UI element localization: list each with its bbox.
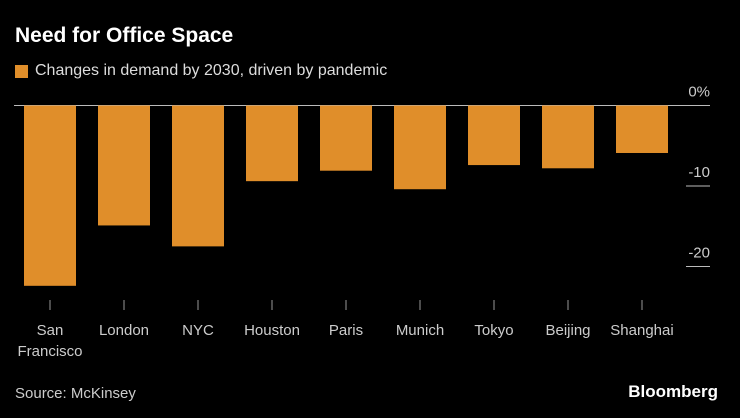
bar-shanghai [616,105,668,153]
y-tick-label: -10 [688,164,710,181]
x-tick-label: Tokyo [474,322,513,339]
legend-label: Changes in demand by 2030, driven by pan… [35,62,388,79]
bar-nyc [172,105,224,247]
legend: Changes in demand by 2030, driven by pan… [15,62,387,80]
chart-title: Need for Office Space [15,24,234,47]
x-tick-label: San [37,322,64,339]
bar-tokyo [468,105,520,166]
legend-swatch [15,64,28,78]
bar-london [98,105,150,226]
x-tick-label: Francisco [17,343,82,360]
x-tick-label: Shanghai [610,322,673,339]
bar-paris [320,105,372,171]
bar-beijing [542,105,594,169]
y-tick-label: -20 [688,245,710,262]
bloomberg-logo: Bloomberg [628,382,718,401]
x-tick-label: Houston [244,322,300,339]
bar-houston [246,105,298,182]
bar-san-francisco [24,105,76,286]
bar-munich [394,105,446,190]
x-tick-label: London [99,322,149,339]
x-tick-label: Munich [396,322,444,339]
source-note: Source: McKinsey [15,385,136,402]
y-tick-label: 0% [688,84,710,101]
x-tick-label: NYC [182,322,214,339]
x-tick-label: Beijing [545,322,590,339]
x-tick-label: Paris [329,322,363,339]
